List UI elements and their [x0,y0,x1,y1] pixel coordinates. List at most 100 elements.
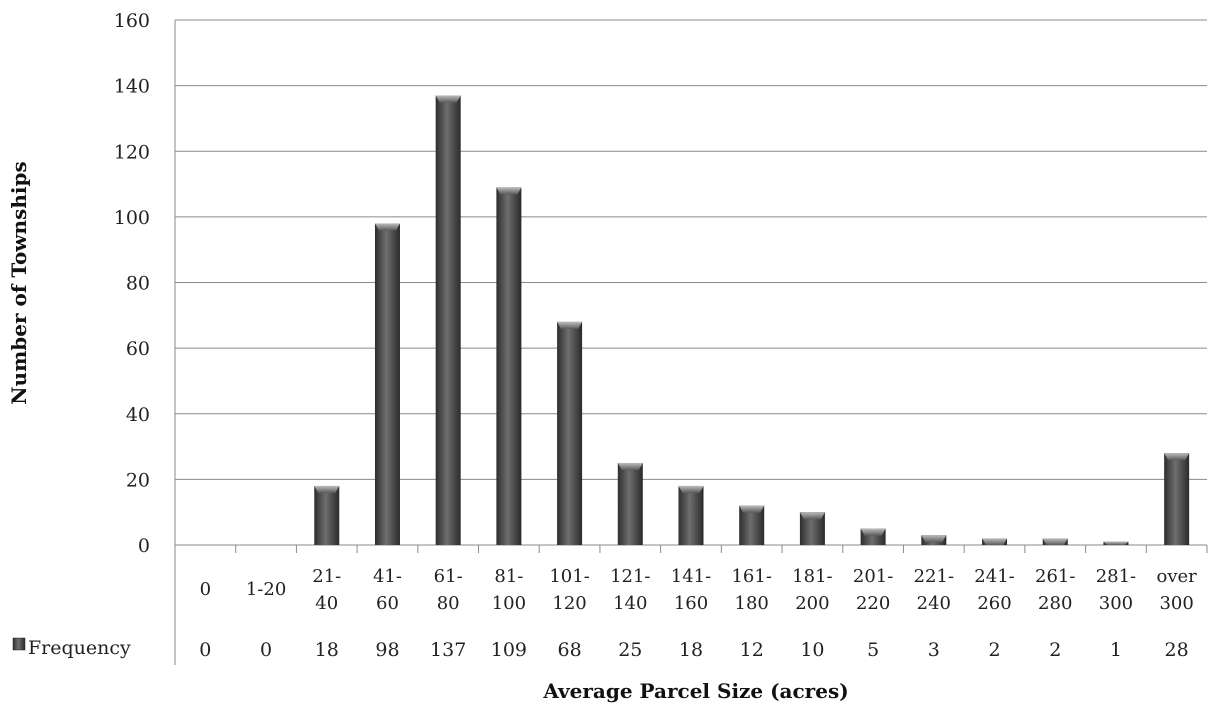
bar [374,223,400,545]
bar-body [678,485,704,545]
x-category-label: 41-60 [373,566,402,614]
x-category-label: 81-100 [492,566,526,614]
x-category-line: 140 [613,593,647,614]
x-category-line: 260 [977,593,1011,614]
bar [1164,453,1190,545]
x-category-line: 241- [974,566,1014,587]
x-category-line: 0 [200,579,211,600]
x-category-label: 221- 240 [914,566,954,614]
x-category-line: 100 [492,593,526,614]
bar-body [557,321,583,545]
x-category-label: 161- 180 [731,566,771,614]
x-category-line: 240 [917,593,951,614]
data-table-value: 10 [800,639,824,661]
bar-cap [739,505,765,513]
bar [1103,541,1129,545]
x-category-line: 160 [674,593,708,614]
x-category-line: 120 [552,593,586,614]
y-tick-label: 160 [114,10,150,32]
x-category-line: 121- [610,566,650,587]
bar-body [496,187,522,545]
data-table-value: 1 [1110,639,1122,661]
data-table-value: 18 [679,639,703,661]
y-axis-ticks: 0 20 40 60 80 100 120 140 160 [114,10,150,557]
bar [799,512,825,545]
y-tick-label: 120 [114,141,150,163]
x-category-line: 61- [434,566,463,587]
data-table-value: 2 [1049,639,1061,661]
data-table-value: 0 [260,639,272,661]
data-table-value: 18 [315,639,339,661]
data-table-value: 25 [618,639,642,661]
gridlines [174,19,1207,665]
y-axis-title: Number of Townships [7,161,31,404]
y-tick-label: 140 [114,76,150,98]
y-tick-label: 40 [126,404,150,426]
data-table-value: 28 [1165,639,1189,661]
bar-cap [1164,453,1190,461]
data-table-value: 2 [988,639,1000,661]
bar [557,321,583,545]
bar-body [314,485,340,545]
bar [739,505,765,545]
bar-cap [557,321,583,329]
x-category-label: 61-80 [434,566,463,614]
data-table-value: 137 [430,639,466,661]
bar [435,95,461,545]
x-category-line: 180 [735,593,769,614]
x-category-line: 280 [1038,593,1072,614]
bar-cap [374,223,400,231]
legend-series-name: Frequency [28,637,131,659]
bar [982,538,1008,545]
x-category-line: 221- [914,566,954,587]
data-table-value: 0 [199,639,211,661]
x-category-label: 281- 300 [1096,566,1136,614]
x-category-label: 181- 200 [792,566,832,614]
bar-body [435,95,461,545]
bar-cap [496,187,522,195]
data-table-value: 109 [491,639,527,661]
x-category-line: 21- [312,566,341,587]
bar-cap [1042,538,1068,545]
x-category-label: 261- 280 [1035,566,1075,614]
x-category-line: 181- [792,566,832,587]
data-table-value: 3 [928,639,940,661]
x-category-line: 1-20 [246,579,286,600]
bar-body [617,462,643,545]
x-category-line: 220 [856,593,890,614]
bar-cap [314,485,340,493]
bar-cap [617,462,643,470]
bar [678,485,704,545]
bar [1042,538,1068,545]
x-category-label: 21-40 [312,566,341,614]
x-category-line: 80 [437,593,460,614]
bar-cap [982,538,1008,545]
x-category-line: 200 [795,593,829,614]
x-category-line: 161- [731,566,771,587]
x-category-line: 60 [376,593,399,614]
x-category-line: over [1157,566,1198,587]
bar-cap [921,535,947,543]
x-category-line: 300 [1099,593,1133,614]
y-tick-label: 60 [126,338,150,360]
y-tick-label: 80 [126,273,150,295]
bar-cap [678,485,704,493]
bar-cap [435,95,461,103]
y-tick-label: 100 [114,207,150,229]
x-category-line: 201- [853,566,893,587]
legend-swatch [12,637,26,651]
bars [314,95,1190,545]
bar [496,187,522,545]
bar [617,462,643,545]
bar-body [374,223,400,545]
x-category-label: over 300 [1157,566,1198,614]
bar [314,485,340,545]
data-table-value: 68 [557,639,581,661]
x-category-line: 261- [1035,566,1075,587]
x-category-line: 41- [373,566,402,587]
y-tick-label: 20 [126,469,150,491]
x-category-label: 0 [200,579,211,600]
x-category-line: 101- [549,566,589,587]
y-tick-label: 0 [138,535,150,557]
